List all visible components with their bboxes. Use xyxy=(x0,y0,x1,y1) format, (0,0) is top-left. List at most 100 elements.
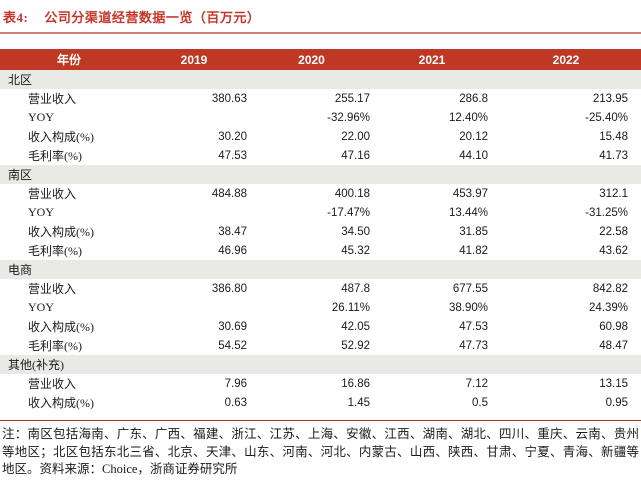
cell-value: 47.16 xyxy=(341,149,370,162)
cell-value: 54.52 xyxy=(218,339,247,352)
table-row: 收入构成(%) 0.63 1.45 0.5 0.95 xyxy=(0,393,641,412)
col-header-year: 年份 xyxy=(0,49,138,70)
cell-value: 20.12 xyxy=(459,130,488,143)
cell-value: 26.11% xyxy=(331,301,370,314)
section-header-row: 电商 xyxy=(0,260,641,279)
cell-value: 213.95 xyxy=(592,92,628,105)
table-row: 收入构成(%) 38.47 34.50 31.85 22.58 xyxy=(0,222,641,241)
cell-value: 0.95 xyxy=(605,396,628,409)
cell-value: -31.25% xyxy=(585,206,628,219)
table-row: 营业收入 7.96 16.86 7.12 13.15 xyxy=(0,374,641,393)
row-label: YOY xyxy=(28,110,54,124)
cell-value: 312.1 xyxy=(599,187,628,200)
section-label: 其他(补充) xyxy=(0,355,641,374)
cell-value: 34.50 xyxy=(341,225,370,238)
cell-value: 22.58 xyxy=(599,225,628,238)
row-label: 收入构成(%) xyxy=(28,320,94,334)
col-header-2022: 2022 xyxy=(491,49,641,70)
cell-value: 677.55 xyxy=(452,282,488,295)
table-row: YOY -32.96% 12.40% -25.40% xyxy=(0,108,641,127)
cell-value: 13.15 xyxy=(599,377,628,390)
cell-value: 30.69 xyxy=(218,320,247,333)
cell-value: 7.12 xyxy=(465,377,488,390)
cell-value: 487.8 xyxy=(341,282,370,295)
cell-value: 60.98 xyxy=(599,320,628,333)
table-row: 营业收入 386.80 487.8 677.55 842.82 xyxy=(0,279,641,298)
row-label: 营业收入 xyxy=(28,187,77,201)
row-label: 收入构成(%) xyxy=(28,225,94,239)
table-bottom-line xyxy=(0,420,641,421)
col-header-2021: 2021 xyxy=(373,49,491,70)
cell-value: -17.47% xyxy=(327,206,370,219)
cell-value: 0.63 xyxy=(224,396,247,409)
cell-value: 52.92 xyxy=(341,339,370,352)
row-label: 营业收入 xyxy=(28,282,77,296)
cell-value: 46.96 xyxy=(218,244,247,257)
cell-value: 286.8 xyxy=(459,92,488,105)
header-row: 年份 2019 2020 2021 2022 xyxy=(0,49,641,70)
row-label: 营业收入 xyxy=(28,92,77,106)
cell-value: 386.80 xyxy=(211,282,247,295)
table-row: 营业收入 380.63 255.17 286.8 213.95 xyxy=(0,89,641,108)
row-label: 收入构成(%) xyxy=(28,396,94,410)
cell-value: 47.53 xyxy=(459,320,488,333)
section-label: 南区 xyxy=(0,165,641,184)
cell-value: 1.45 xyxy=(347,396,370,409)
table-header: 年份 2019 2020 2021 2022 xyxy=(0,49,641,70)
cell-value: 7.96 xyxy=(224,377,247,390)
cell-value: 484.88 xyxy=(211,187,247,200)
row-label: YOY xyxy=(28,205,54,219)
cell-value xyxy=(138,203,250,222)
table-title: 表4: 公司分渠道经营数据一览（百万元） xyxy=(0,0,641,26)
cell-value xyxy=(138,108,250,127)
table-row: 营业收入 484.88 400.18 453.97 312.1 xyxy=(0,184,641,203)
cell-value: 842.82 xyxy=(592,282,628,295)
table-body: 北区 营业收入 380.63 255.17 286.8 213.95 YOY -32.96% 1… xyxy=(0,70,641,412)
cell-value: 45.32 xyxy=(341,244,370,257)
row-label: 收入构成(%) xyxy=(28,130,94,144)
table-row: 毛利率(%) 47.53 47.16 44.10 41.73 xyxy=(0,146,641,165)
cell-value: 255.17 xyxy=(334,92,370,105)
row-label: 毛利率(%) xyxy=(28,339,82,353)
cell-value: 38.90% xyxy=(448,301,488,314)
cell-value: 38.47 xyxy=(218,225,247,238)
table-title-text: 公司分渠道经营数据一览（百万元） xyxy=(44,10,261,25)
table-row: YOY -17.47% 13.44% -31.25% xyxy=(0,203,641,222)
cell-value: 22.00 xyxy=(341,130,370,143)
section-header-row: 南区 xyxy=(0,165,641,184)
cell-value: 31.85 xyxy=(459,225,488,238)
cell-value: 24.39% xyxy=(588,301,628,314)
cell-value: 0.5 xyxy=(472,396,488,409)
cell-value: 43.62 xyxy=(599,244,628,257)
cell-value: 13.44% xyxy=(448,206,488,219)
col-header-2019: 2019 xyxy=(138,49,250,70)
row-label: YOY xyxy=(28,300,54,314)
cell-value: 12.40% xyxy=(448,111,488,124)
row-label: 营业收入 xyxy=(28,377,77,391)
cell-value: 15.48 xyxy=(599,130,628,143)
footnote: 注：南区包括海南、广东、广西、福建、浙江、江苏、上海、安徽、江西、湖南、湖北、四… xyxy=(0,421,641,479)
cell-value: 30.20 xyxy=(218,130,247,143)
table-row: YOY 26.11% 38.90% 24.39% xyxy=(0,298,641,317)
cell-value: 41.73 xyxy=(599,149,628,162)
cell-value: 41.82 xyxy=(459,244,488,257)
cell-value: 44.10 xyxy=(459,149,488,162)
table-row: 毛利率(%) 46.96 45.32 41.82 43.62 xyxy=(0,241,641,260)
footnote-note: 注：南区包括海南、广东、广西、福建、浙江、江苏、上海、安徽、江西、湖南、湖北、四… xyxy=(2,427,639,476)
section-label: 电商 xyxy=(0,260,641,279)
cell-value: 16.86 xyxy=(341,377,370,390)
cell-value: 48.47 xyxy=(599,339,628,352)
cell-value: 47.53 xyxy=(218,149,247,162)
table-row: 收入构成(%) 30.20 22.00 20.12 15.48 xyxy=(0,127,641,146)
cell-value: 453.97 xyxy=(452,187,488,200)
cell-value: 42.05 xyxy=(341,320,370,333)
section-label: 北区 xyxy=(0,70,641,89)
row-label: 毛利率(%) xyxy=(28,244,82,258)
cell-value: 380.63 xyxy=(211,92,247,105)
cell-value: -25.40% xyxy=(585,111,628,124)
col-header-2020: 2020 xyxy=(250,49,373,70)
cell-value xyxy=(138,298,250,317)
cell-value: 400.18 xyxy=(334,187,370,200)
channel-data-table: 年份 2019 2020 2021 2022 北区营业收入 380.63 255.1… xyxy=(0,49,641,412)
